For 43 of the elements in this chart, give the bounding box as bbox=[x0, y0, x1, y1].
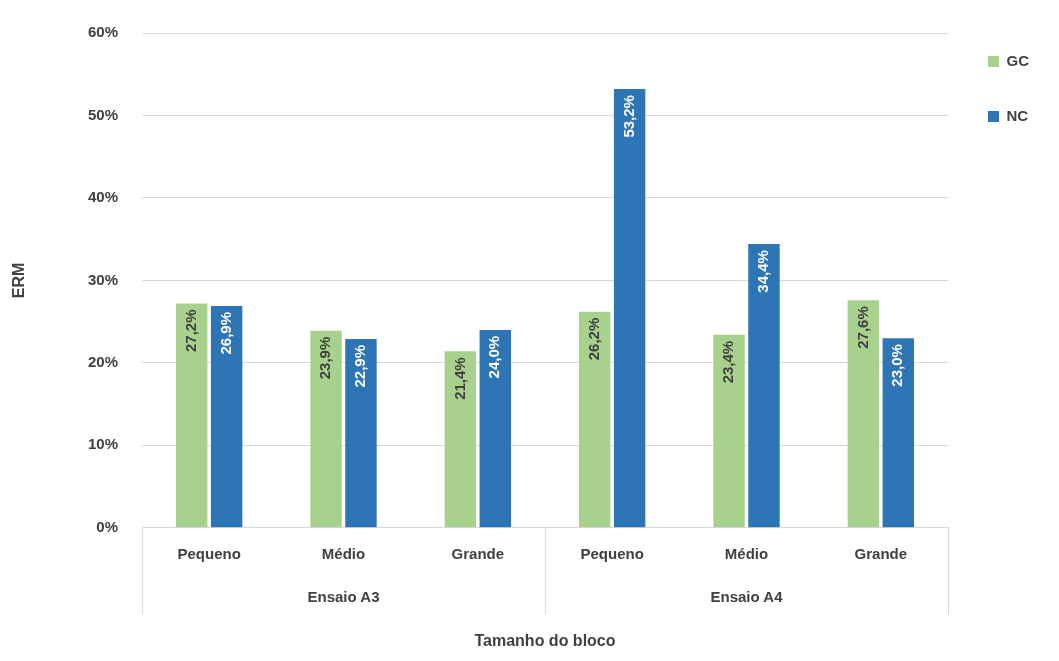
y-tick-label: 0% bbox=[96, 517, 118, 535]
bar bbox=[613, 89, 646, 528]
bar bbox=[175, 303, 208, 528]
bar bbox=[748, 244, 780, 528]
bar bbox=[345, 338, 377, 528]
data-label: 23,0% bbox=[888, 344, 906, 387]
data-label: 26,9% bbox=[216, 311, 234, 355]
data-label: 23,9% bbox=[316, 336, 334, 380]
y-tick-label: 40% bbox=[87, 188, 118, 206]
y-tick-label: 30% bbox=[87, 270, 118, 288]
data-label: 53,2% bbox=[619, 95, 637, 138]
bar bbox=[310, 330, 342, 528]
data-label: 22,9% bbox=[351, 344, 369, 388]
x-tick-label: Médio bbox=[321, 544, 366, 562]
y-tick-label: 50% bbox=[87, 105, 118, 123]
data-label: 23,4% bbox=[719, 340, 737, 384]
x-tick-label: Grande bbox=[854, 544, 908, 562]
x-tick-label: Pequeno bbox=[177, 544, 241, 562]
bar bbox=[210, 305, 243, 528]
y-tick-label: 10% bbox=[87, 435, 118, 453]
legend-label: NC bbox=[1006, 106, 1029, 124]
data-label: 27,6% bbox=[853, 306, 871, 349]
data-label: 34,4% bbox=[754, 250, 772, 293]
bar bbox=[479, 329, 512, 528]
x-tick-label: Médio bbox=[724, 544, 769, 562]
bar bbox=[847, 300, 880, 528]
bar bbox=[578, 311, 611, 528]
x-tick-label: Grande bbox=[451, 544, 505, 562]
x-tick-label: Pequeno bbox=[580, 544, 644, 562]
y-tick-label: 60% bbox=[87, 23, 118, 41]
bar bbox=[882, 338, 915, 528]
legend-label: GC bbox=[1006, 51, 1030, 69]
text: Ensaio A3 bbox=[307, 587, 380, 605]
y-tick-label: 20% bbox=[87, 353, 118, 371]
data-label: 21,4% bbox=[450, 357, 468, 400]
bar bbox=[713, 334, 745, 528]
y-axis-title: ERM bbox=[10, 262, 28, 299]
x-axis-title: Tamanho do bloco bbox=[474, 631, 616, 649]
text: Ensaio A4 bbox=[710, 587, 784, 605]
data-label: 27,2% bbox=[181, 309, 199, 353]
data-label: 26,2% bbox=[584, 317, 602, 361]
data-label: 24,0% bbox=[485, 335, 503, 379]
bar bbox=[444, 351, 477, 528]
